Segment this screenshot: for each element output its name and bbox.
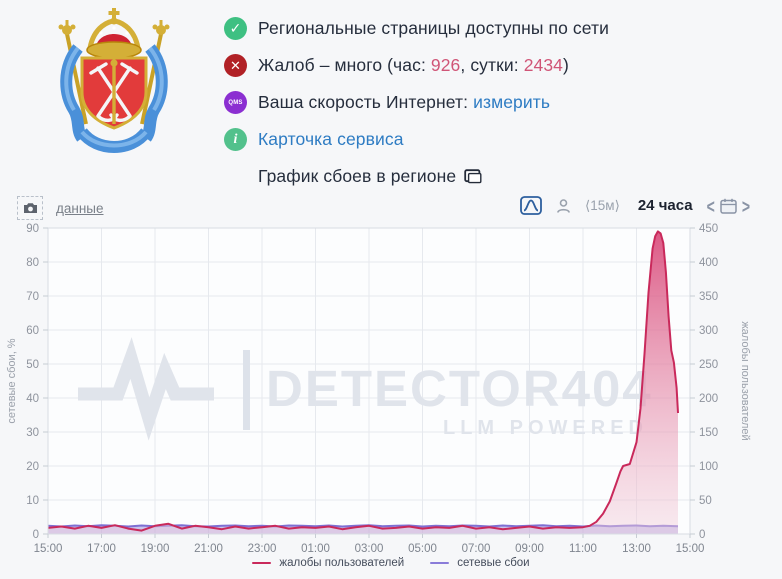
- svg-text:450: 450: [699, 223, 718, 235]
- svg-text:0: 0: [699, 529, 705, 541]
- svg-text:15:00: 15:00: [676, 543, 705, 555]
- distribution-chart-icon: [520, 196, 542, 215]
- time-range-label[interactable]: 24 часа: [637, 197, 693, 214]
- chart-section-title: График сбоев в регионе: [258, 166, 457, 186]
- data-link[interactable]: данные: [56, 200, 104, 216]
- svg-text:01:00: 01:00: [301, 543, 330, 555]
- status-row-speedtest: QMS Ваша скорость Интернет: измерить: [224, 91, 609, 114]
- svg-text:350: 350: [699, 291, 718, 303]
- status-row-service-card: i Карточка сервиса: [224, 128, 609, 151]
- calendar-prev-button[interactable]: <: [706, 194, 715, 217]
- complaints-prefix: Жалоб – много (час:: [258, 55, 431, 75]
- complaints-suffix: ): [563, 55, 569, 75]
- svg-text:0: 0: [33, 529, 39, 541]
- error-icon: ✕: [224, 54, 247, 77]
- svg-text:300: 300: [699, 325, 718, 337]
- screenshot-button[interactable]: [17, 196, 43, 220]
- svg-text:05:00: 05:00: [408, 543, 437, 555]
- svg-text:21:00: 21:00: [194, 543, 223, 555]
- svg-text:DETECTOR404: DETECTOR404: [266, 360, 653, 417]
- svg-text:70: 70: [26, 291, 39, 303]
- svg-text:11:00: 11:00: [569, 543, 597, 555]
- distribution-view-button[interactable]: [520, 196, 542, 215]
- status-row-availability: ✓ Региональные страницы доступны по сети: [224, 17, 609, 40]
- sceptre-finial-right: [152, 20, 170, 35]
- info-icon: i: [224, 128, 247, 151]
- calendar-icon[interactable]: [720, 198, 737, 214]
- svg-text:03:00: 03:00: [355, 543, 384, 555]
- svg-text:LLM POWERED: LLM POWERED: [443, 417, 648, 439]
- imperial-crown: [86, 8, 142, 59]
- svg-text:19:00: 19:00: [141, 543, 170, 555]
- check-icon: ✓: [224, 17, 247, 40]
- legend-label-network: сетевые сбои: [457, 557, 530, 569]
- svg-text:09:00: 09:00: [515, 543, 544, 555]
- chart-toolbar: данные ⟨15м⟩ 24 часа <: [0, 194, 782, 222]
- svg-text:40: 40: [26, 393, 39, 405]
- svg-text:23:00: 23:00: [248, 543, 277, 555]
- legend-swatch-complaints: [252, 561, 272, 565]
- complaints-mid: , сутки:: [460, 55, 524, 75]
- svg-text:90: 90: [26, 223, 39, 235]
- svg-text:80: 80: [26, 257, 39, 269]
- coat-of-arms-emblem: [58, 8, 170, 153]
- legend-label-complaints: жалобы пользователей: [279, 557, 405, 569]
- legend-item-complaints[interactable]: жалобы пользователей: [252, 557, 404, 569]
- legend-swatch-network: [430, 561, 450, 565]
- measure-speed-link[interactable]: измерить: [473, 92, 551, 112]
- svg-text:100: 100: [699, 461, 718, 473]
- svg-text:60: 60: [26, 325, 39, 337]
- interval-selector[interactable]: ⟨15м⟩: [585, 197, 620, 213]
- user-view-button[interactable]: [556, 198, 571, 214]
- monitor-icon: [464, 168, 482, 183]
- svg-text:150: 150: [699, 427, 718, 439]
- legend-item-network[interactable]: сетевые сбои: [430, 557, 530, 569]
- chart-legend: жалобы пользователей сетевые сбои: [0, 557, 782, 569]
- person-icon: [557, 198, 570, 213]
- svg-text:13:00: 13:00: [622, 543, 651, 555]
- svg-text:250: 250: [699, 359, 718, 371]
- svg-text:15:00: 15:00: [34, 543, 63, 555]
- complaints-text: Жалоб – много (час: 926, сутки: 2434): [258, 55, 569, 76]
- service-card-link[interactable]: Карточка сервиса: [258, 129, 404, 149]
- speedtest-text: Ваша скорость Интернет: измерить: [258, 92, 550, 113]
- svg-text:50: 50: [26, 359, 39, 371]
- svg-text:200: 200: [699, 393, 718, 405]
- svg-text:жалобы пользователей: жалобы пользователей: [739, 321, 751, 440]
- svg-text:17:00: 17:00: [87, 543, 116, 555]
- qms-icon: QMS: [224, 91, 247, 114]
- svg-text:50: 50: [699, 495, 712, 507]
- svg-text:400: 400: [699, 257, 718, 269]
- camera-icon: [23, 203, 37, 213]
- status-list: ✓ Региональные страницы доступны по сети…: [224, 17, 609, 188]
- svg-text:10: 10: [26, 495, 39, 507]
- svg-text:30: 30: [26, 427, 39, 439]
- calendar-next-button[interactable]: >: [741, 194, 750, 217]
- complaints-hour-count: 926: [430, 55, 461, 75]
- complaints-day-count: 2434: [523, 55, 564, 75]
- speedtest-prefix: Ваша скорость Интернет:: [258, 92, 474, 112]
- svg-text:07:00: 07:00: [462, 543, 491, 555]
- availability-text: Региональные страницы доступны по сети: [258, 18, 610, 38]
- svg-text:сетевые сбои, %: сетевые сбои, %: [6, 338, 18, 423]
- status-row-complaints: ✕ Жалоб – много (час: 926, сутки: 2434): [224, 54, 609, 77]
- status-row-chart-title: График сбоев в регионе: [258, 165, 609, 188]
- svg-text:20: 20: [26, 461, 39, 473]
- sceptre-finial-left: [58, 20, 76, 35]
